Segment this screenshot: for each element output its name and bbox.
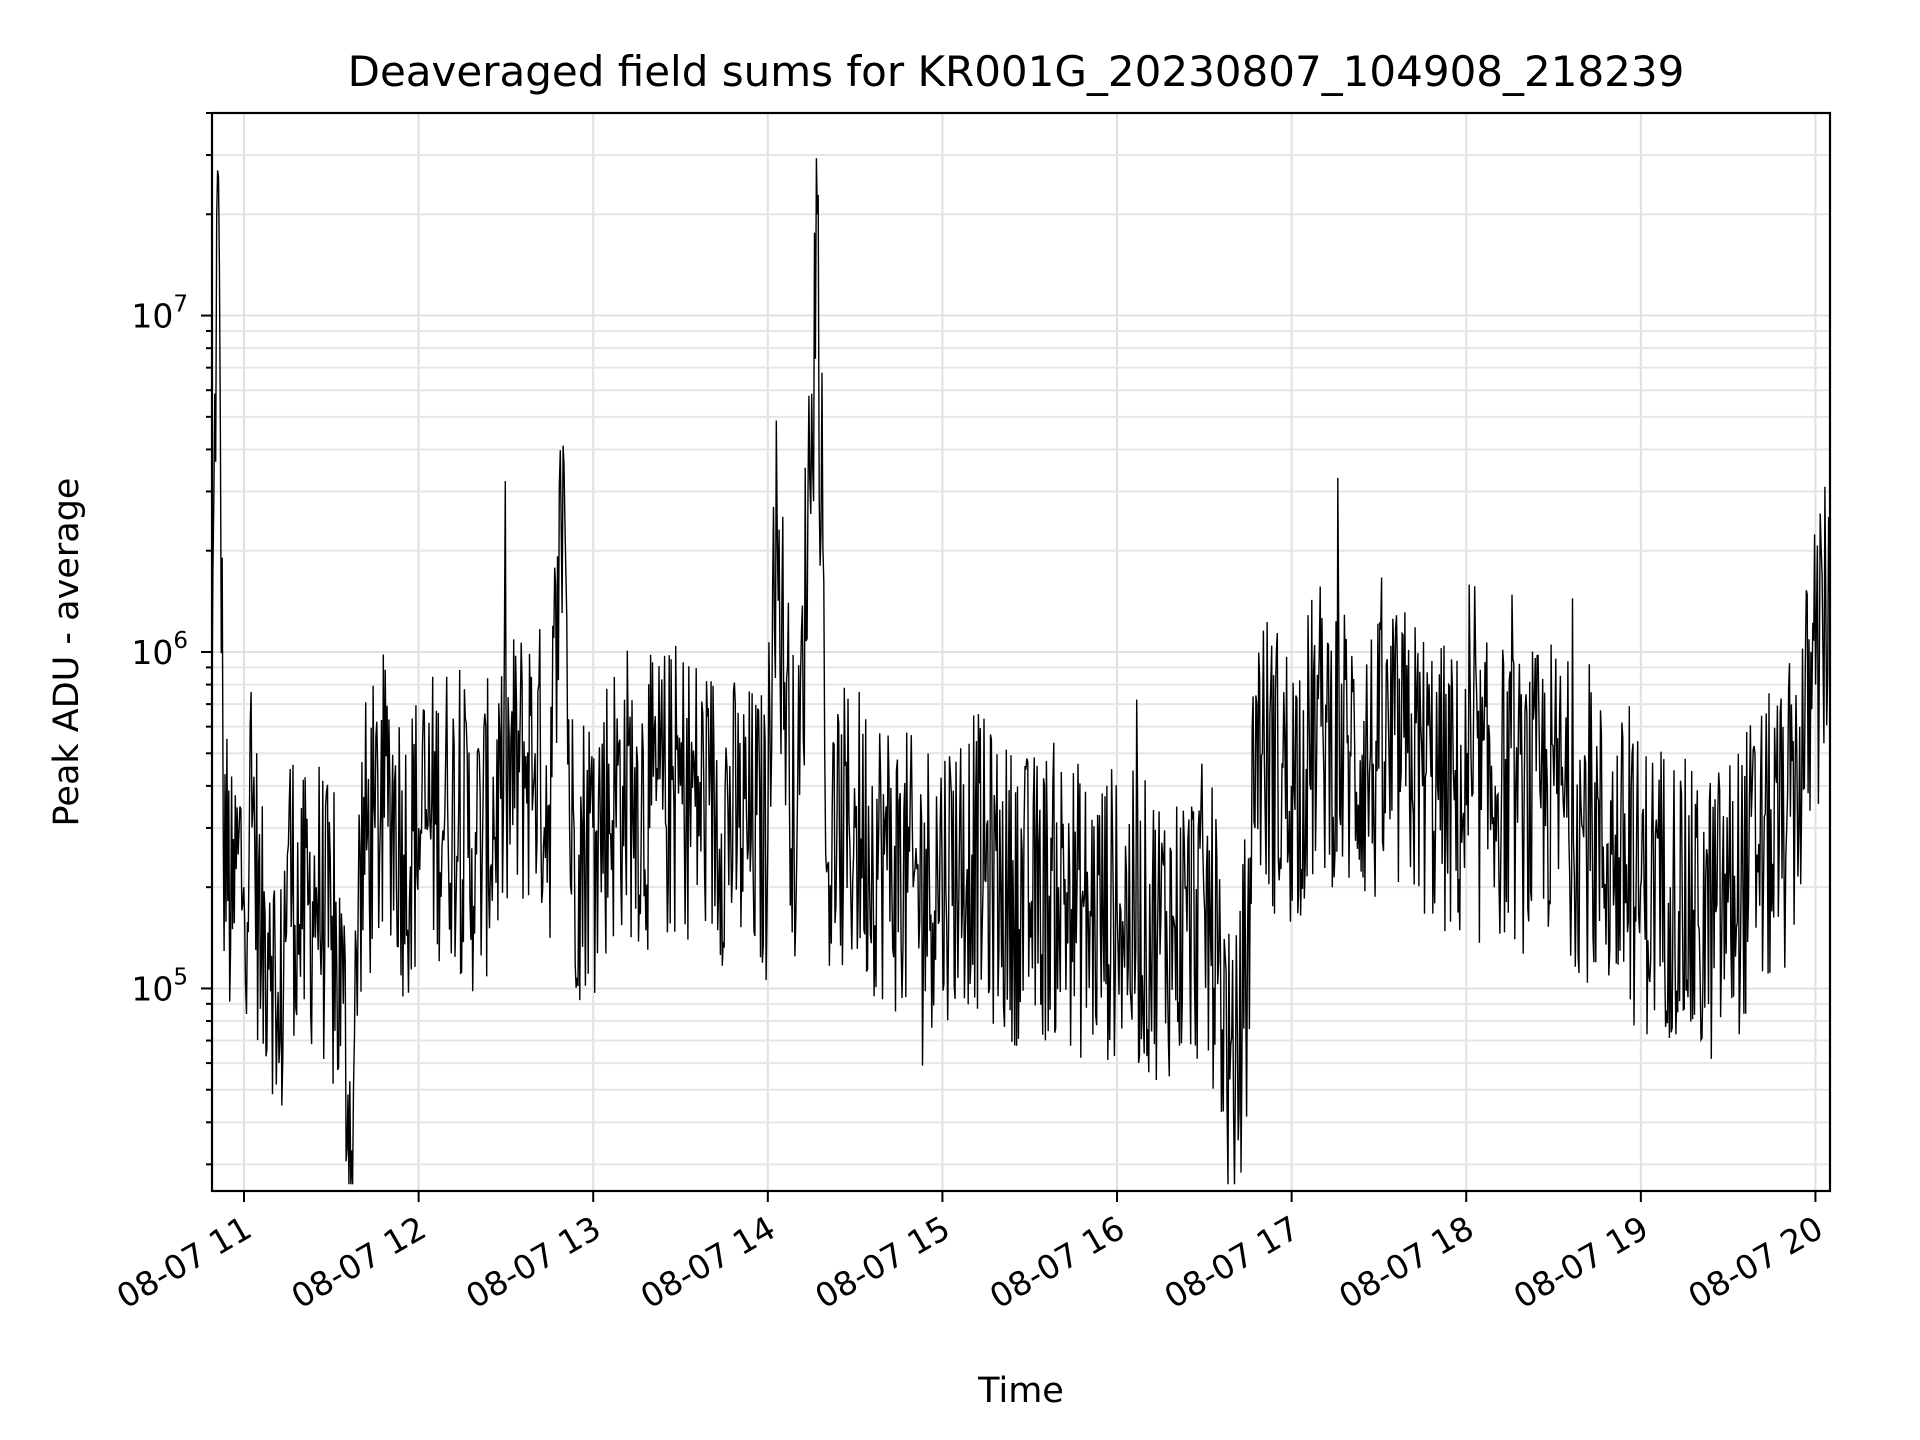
y-tick-exponent: 5	[173, 964, 188, 990]
y-tick-exponent: 7	[173, 292, 188, 318]
x-tick-label: 08-07 20	[1681, 1208, 1829, 1316]
y-tick-exponent: 6	[173, 628, 188, 654]
y-axis-label: Peak ADU - average	[47, 478, 87, 827]
x-tick-label: 08-07 16	[983, 1208, 1131, 1316]
grid	[212, 112, 1830, 1191]
x-tick-label: 08-07 11	[110, 1208, 258, 1316]
x-axis-label: Time	[977, 1371, 1064, 1411]
y-tick-base: 10	[131, 297, 173, 336]
series-line	[211, 158, 1831, 1185]
y-tick-label: 105	[131, 964, 188, 1008]
x-tick-label: 08-07 19	[1507, 1208, 1655, 1316]
x-tick-label: 08-07 13	[459, 1208, 607, 1316]
chart-title: Deaveraged field sums for KR001G_2023080…	[348, 47, 1685, 96]
x-tick-label: 08-07 17	[1158, 1208, 1306, 1316]
y-tick-label: 106	[131, 628, 188, 672]
series-group	[211, 158, 1831, 1185]
y-tick-base: 10	[131, 969, 173, 1008]
y-tick-label: 107	[131, 292, 188, 336]
x-tick-label: 08-07 18	[1332, 1208, 1480, 1316]
x-tick-label: 08-07 14	[634, 1208, 782, 1316]
x-axis: 08-07 11 08-07 12 08-07 13 08-07 14 08-07 15…	[110, 1191, 1829, 1316]
x-tick-label: 08-07 12	[285, 1208, 433, 1316]
y-tick-base: 10	[131, 633, 173, 672]
x-tick-label: 08-07 15	[808, 1208, 956, 1316]
